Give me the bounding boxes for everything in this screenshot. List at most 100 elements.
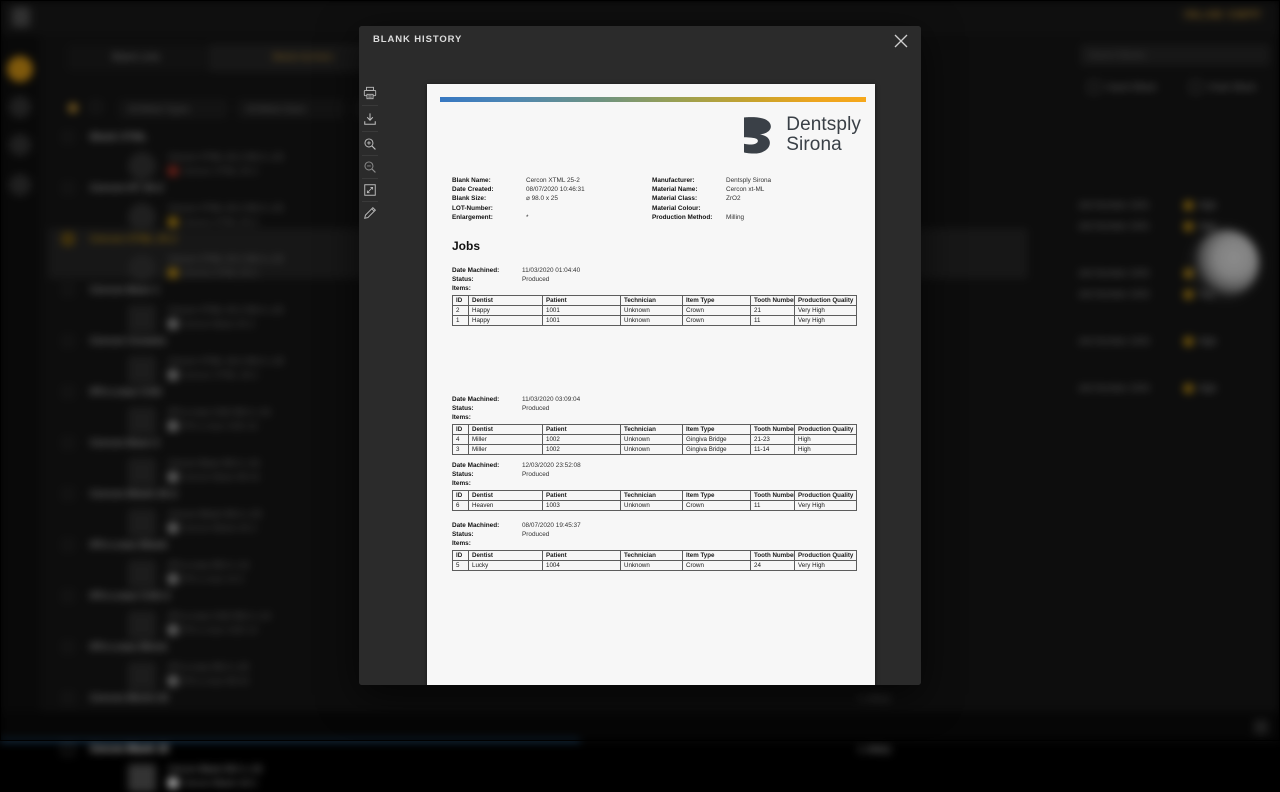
- job-field-row: Date Machined:08/07/2020 19:45:37: [452, 521, 856, 530]
- metadata-row: Material Name:Cercon xt-ML: [652, 185, 852, 194]
- blank-history-modal: BLANK HISTORY: [359, 26, 921, 685]
- items-label: Items:: [452, 539, 856, 548]
- document-page-viewer[interactable]: Dentsply Sirona Blank Name:Cercon XTML 2…: [427, 84, 875, 685]
- metadata-left-key: Blank Name:: [452, 176, 526, 185]
- metadata-right-key: Material Colour:: [652, 204, 726, 213]
- table-column-header: Dentist: [469, 295, 543, 305]
- metadata-row: Material Class:ZrO2: [652, 194, 852, 203]
- table-column-header: Item Type: [683, 424, 751, 434]
- table-cell: Very High: [795, 560, 857, 570]
- table-cell: Miller: [469, 444, 543, 454]
- date-machined-label: Date Machined:: [452, 266, 522, 275]
- status-label: Status:: [452, 275, 522, 284]
- status-value: Produced: [522, 530, 549, 539]
- table-column-header: Dentist: [469, 424, 543, 434]
- date-machined-label: Date Machined:: [452, 521, 522, 530]
- metadata-right-key: Production Method:: [652, 213, 726, 222]
- table-column-header: ID: [453, 490, 469, 500]
- table-cell: 1001: [543, 315, 621, 325]
- table-cell: 24: [751, 560, 795, 570]
- metadata-left-key: Enlargement:: [452, 213, 526, 222]
- job-field-row: Status:Produced: [452, 404, 856, 413]
- table-column-header: Technician: [621, 295, 683, 305]
- table-cell: High: [795, 444, 857, 454]
- metadata-right-value: ZrO2: [726, 194, 741, 203]
- zoom-in-icon[interactable]: [360, 133, 380, 155]
- job-field-row: Status:Produced: [452, 470, 856, 479]
- table-cell: Lucky: [469, 560, 543, 570]
- table-column-header: Production Quality: [795, 424, 857, 434]
- table-column-header: Tooth Number: [751, 490, 795, 500]
- job-field-row: Date Machined:11/03/2020 01:04:40: [452, 266, 856, 275]
- blank-status-badge: [168, 778, 178, 788]
- metadata-left-value: Cercon XTML 25-2: [526, 176, 580, 185]
- print-icon[interactable]: [360, 82, 380, 104]
- blank-row-detail-line-1: Cercon Blank 98.0 x 18: [168, 764, 262, 774]
- items-label: Items:: [452, 413, 856, 422]
- zoom-out-icon[interactable]: [360, 156, 380, 178]
- items-label: Items:: [452, 284, 856, 293]
- items-label: Items:: [452, 479, 856, 488]
- blank-row-checkbox[interactable]: [62, 743, 74, 755]
- metadata-row: Blank Size:⌀ 98.0 x 25: [452, 194, 652, 203]
- viewer-toolbar: [359, 54, 381, 685]
- fit-page-icon[interactable]: [360, 179, 380, 201]
- table-cell: 21: [751, 305, 795, 315]
- date-machined-value: 11/03/2020 01:04:40: [522, 266, 580, 275]
- table-cell: 1002: [543, 444, 621, 454]
- table-cell: 5: [453, 560, 469, 570]
- table-column-header: Tooth Number: [751, 295, 795, 305]
- job-field-row: Date Machined:12/03/2020 23:52:08: [452, 461, 856, 470]
- brand-line-2: Sirona: [786, 135, 861, 155]
- metadata-left-key: LOT-Number:: [452, 204, 526, 213]
- status-value: Produced: [522, 470, 549, 479]
- table-column-header: Tooth Number: [751, 550, 795, 560]
- table-cell: Very High: [795, 305, 857, 315]
- download-icon[interactable]: [360, 108, 380, 130]
- table-column-header: Item Type: [683, 295, 751, 305]
- metadata-right-value: Cercon xt-ML: [726, 185, 764, 194]
- modal-title: BLANK HISTORY: [373, 34, 462, 45]
- table-cell: Miller: [469, 434, 543, 444]
- close-icon[interactable]: [889, 29, 913, 53]
- dentsply-logo-mark-icon: [740, 114, 776, 156]
- annotate-pencil-icon[interactable]: [360, 202, 380, 224]
- table-column-header: Tooth Number: [751, 424, 795, 434]
- document-page: Dentsply Sirona Blank Name:Cercon XTML 2…: [427, 84, 875, 685]
- metadata-left-value: ⌀ 98.0 x 25: [526, 194, 558, 203]
- table-cell: 6: [453, 500, 469, 510]
- modal-body: Dentsply Sirona Blank Name:Cercon XTML 2…: [359, 54, 921, 685]
- date-machined-value: 11/03/2020 03:09:04: [522, 395, 580, 404]
- table-column-header: Technician: [621, 550, 683, 560]
- table-cell: Gingiva Bridge: [683, 444, 751, 454]
- metadata-right-value: Milling: [726, 213, 744, 222]
- table-cell: 11-14: [751, 444, 795, 454]
- job-field-row: Status:Produced: [452, 275, 856, 284]
- date-machined-value: 08/07/2020 19:45:37: [522, 521, 581, 530]
- metadata-right-value: Dentsply Sirona: [726, 176, 771, 185]
- metadata-left-key: Date Created:: [452, 185, 526, 194]
- table-cell: 3: [453, 444, 469, 454]
- metadata-row: Production Method:Milling: [652, 213, 852, 222]
- table-column-header: Technician: [621, 424, 683, 434]
- status-label: Status:: [452, 404, 522, 413]
- table-cell: High: [795, 434, 857, 444]
- metadata-row: Material Colour:: [652, 204, 852, 213]
- metadata-left-value: 08/07/2020 10:46:31: [526, 185, 585, 194]
- table-column-header: Item Type: [683, 490, 751, 500]
- table-cell: Unknown: [621, 315, 683, 325]
